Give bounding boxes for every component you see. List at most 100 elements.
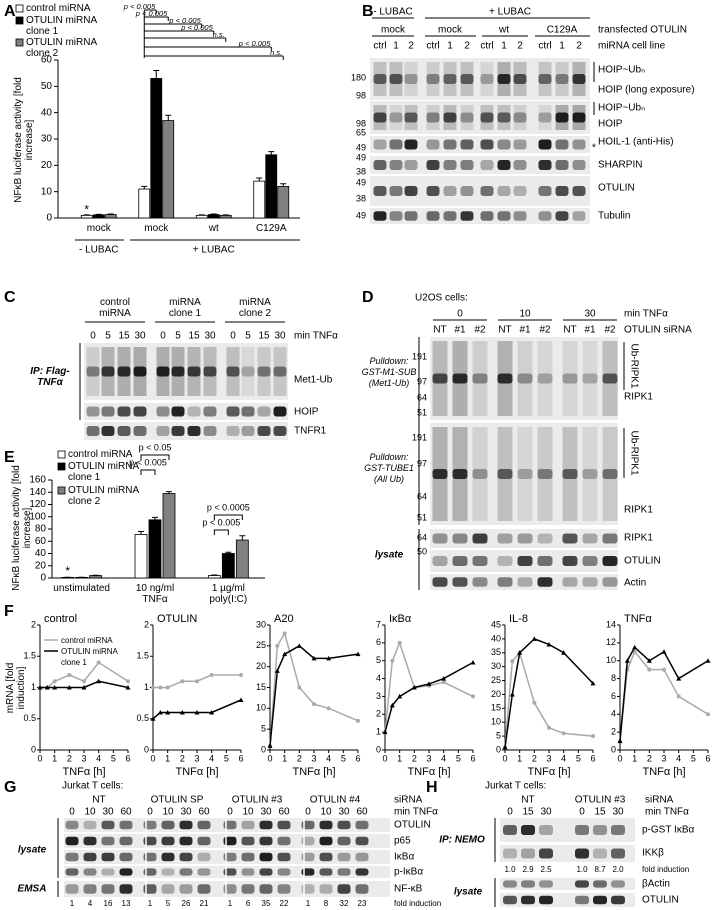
blot-band — [337, 820, 351, 830]
x-tick-label: 3 — [194, 753, 199, 763]
fold-value: 1 — [306, 899, 311, 908]
blot-band — [538, 112, 552, 123]
x-tick-label: 5 — [111, 753, 116, 763]
x-axis-label: TNFα [h] — [527, 766, 570, 778]
blot-band — [517, 577, 533, 587]
marker — [326, 706, 331, 711]
blot-band — [513, 211, 527, 221]
label: 30 — [338, 807, 350, 818]
blot-label: Ub-RIPK1 — [628, 343, 639, 388]
blot-band — [555, 139, 569, 150]
marker — [706, 712, 710, 717]
label: + LUBAC — [489, 7, 531, 18]
mw-marker: 98 — [356, 90, 366, 100]
blot-band — [443, 186, 457, 196]
blot-band — [389, 186, 403, 196]
label: 0 — [90, 331, 96, 342]
y-tick-label: 0 — [496, 744, 501, 754]
x-tick-label: 2 — [180, 753, 185, 763]
fold-value: 4 — [88, 899, 93, 908]
legend-label: control miRNA — [68, 449, 133, 460]
blot — [500, 845, 635, 862]
blot-label: p-IκBα — [394, 867, 423, 878]
significance-label: n.s. — [270, 48, 282, 57]
label: #1 — [519, 325, 531, 336]
bar — [235, 539, 249, 579]
blot-band — [101, 884, 115, 894]
fold-value: 32 — [340, 899, 349, 908]
label: 0 — [230, 331, 236, 342]
blot-label: Ub-RIPK1 — [628, 430, 639, 475]
blot-smear — [537, 341, 553, 416]
blot-band — [355, 836, 369, 846]
blot-band — [277, 868, 291, 876]
fold-value: 2.9 — [522, 865, 534, 874]
bracket — [213, 529, 229, 535]
blot-band — [503, 880, 517, 888]
blot-band — [187, 406, 201, 417]
blot-smear — [538, 105, 552, 130]
blot-band — [156, 426, 170, 436]
label: fold induction — [394, 899, 441, 908]
significance-label: p < 0.005 — [129, 457, 167, 467]
blot-band — [452, 373, 468, 384]
label: #1 — [454, 325, 466, 336]
y-tick-label: 0.5 — [136, 713, 149, 723]
blot-band — [241, 406, 255, 417]
label: 2 — [464, 41, 470, 52]
marker — [471, 694, 475, 699]
y-tick-label: 0 — [31, 744, 36, 754]
fold-value: 2.5 — [540, 865, 552, 874]
label: OTULIN #4 — [310, 795, 361, 806]
x-tick-label: 2 — [412, 753, 417, 763]
blot-band — [373, 74, 387, 84]
blot-band — [517, 556, 533, 566]
blot-label: OTULIN — [394, 820, 431, 831]
x-tick-label: 3 — [426, 753, 431, 763]
y-tick-label: 0.5 — [23, 713, 36, 723]
blot-smear — [86, 347, 100, 396]
blot-band — [555, 160, 569, 170]
label: min TNFα — [624, 309, 668, 320]
significance-label: n.s. — [213, 30, 225, 39]
marker — [397, 640, 402, 645]
blot-smear — [513, 105, 527, 130]
blot-band — [593, 895, 607, 905]
blot-band — [562, 373, 578, 384]
fold-value: 1.0 — [576, 865, 588, 874]
blot-band — [480, 186, 494, 196]
blot-band — [277, 820, 291, 830]
blot — [84, 422, 288, 440]
blot-band — [179, 820, 193, 830]
legend-swatch — [57, 462, 66, 471]
blot-band — [404, 160, 418, 170]
x-tick-label: C129A — [255, 223, 287, 234]
x-tick-label: 2 — [532, 753, 537, 763]
x-tick-label: 6 — [590, 753, 595, 763]
x-tick-label: 1 — [282, 753, 287, 763]
blot-band — [602, 469, 618, 479]
blot-band — [521, 895, 535, 905]
label: EMSA — [18, 884, 47, 895]
x-axis-label: TNFα [h] — [642, 766, 685, 778]
blot-band — [156, 366, 170, 377]
group-label: - LUBAC — [79, 245, 118, 256]
label: min TNFα — [394, 807, 438, 818]
bar — [162, 493, 176, 579]
label: 1 — [393, 41, 399, 52]
y-tick-label: 5 — [261, 724, 266, 734]
marker — [390, 658, 395, 663]
error-bar — [165, 114, 172, 121]
marker — [275, 643, 280, 648]
label: NT — [498, 325, 511, 336]
blot-band — [575, 895, 589, 905]
marker — [81, 685, 87, 690]
blot-band — [337, 868, 351, 876]
bar — [265, 154, 278, 219]
x-tick-label: 0 — [267, 753, 272, 763]
line — [269, 631, 359, 746]
blot-band — [497, 74, 511, 84]
marker — [96, 678, 102, 684]
blot-band — [497, 556, 513, 566]
panel-label: H — [426, 779, 438, 796]
